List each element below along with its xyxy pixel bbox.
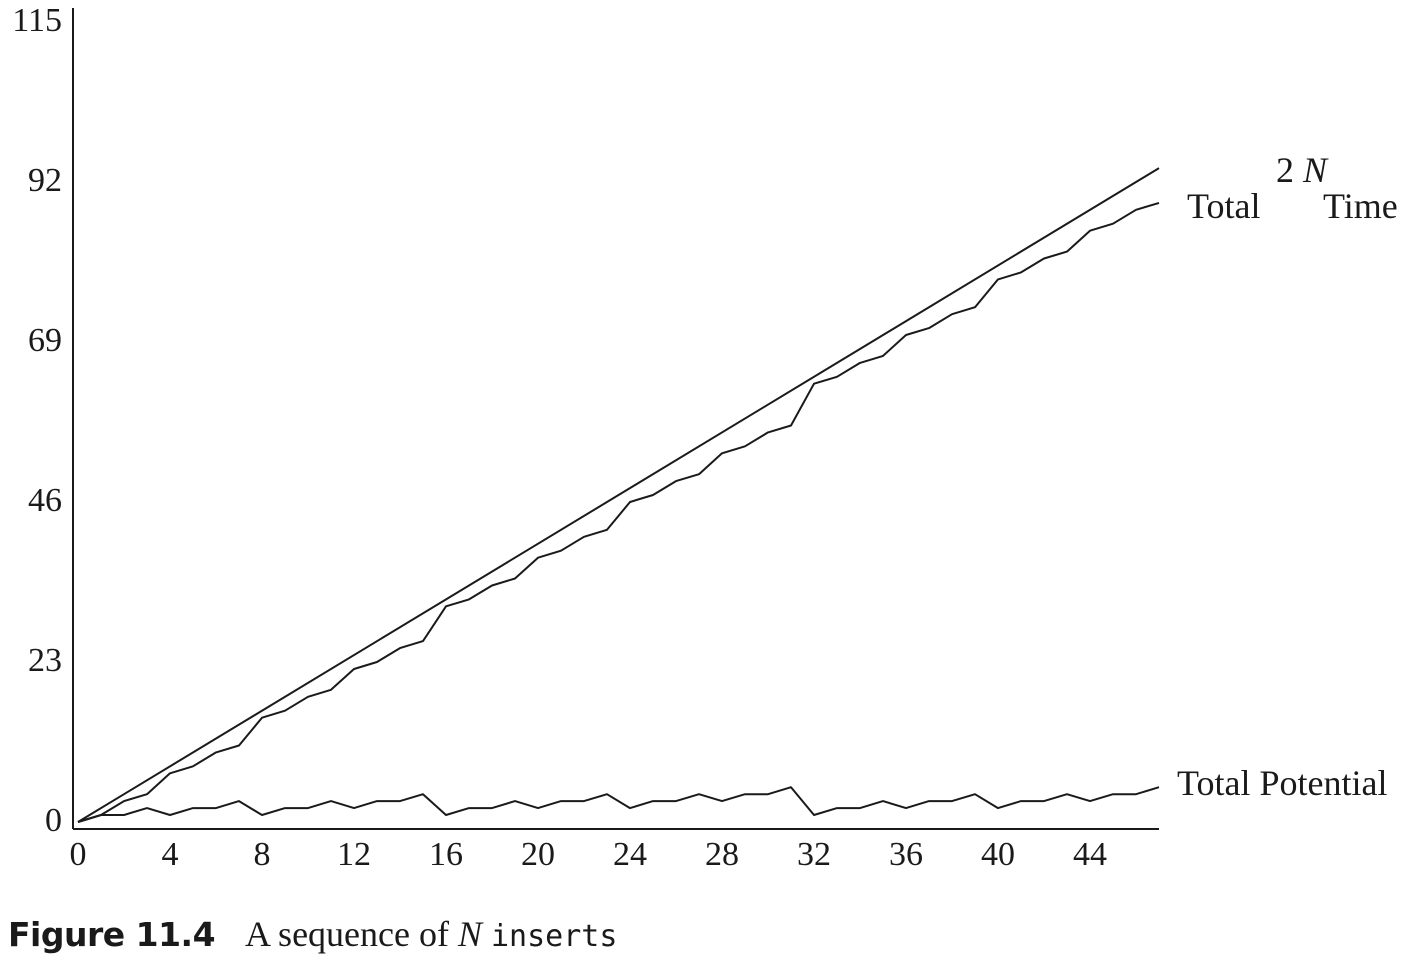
- series-label-total-potential: Total Potential: [1177, 763, 1387, 803]
- y-tick-label: 0: [45, 802, 62, 839]
- y-tick-label: 46: [28, 482, 62, 519]
- x-tick-label: 32: [797, 836, 831, 873]
- x-tick-label: 16: [429, 836, 463, 873]
- series-line-0: [77, 167, 1160, 823]
- series-label-part-total: Total: [1187, 186, 1260, 226]
- x-tick-label: 28: [705, 836, 739, 873]
- caption-code: inserts: [491, 919, 618, 954]
- x-tick-label: 24: [613, 836, 647, 873]
- figure-number: Figure 11.4: [8, 915, 216, 954]
- series-label-total-2n-time: Total 2 N Time: [1187, 150, 1398, 226]
- series-label-part-2n-text: 2: [1276, 150, 1294, 190]
- x-tick-label: 44: [1073, 836, 1107, 873]
- x-tick-label: 36: [889, 836, 923, 873]
- x-tick-labels: 0 4 8 12 16 20 24 28 32 36 40 44: [70, 836, 1108, 873]
- caption-variable: N: [457, 914, 482, 954]
- figure-caption: Figure 11.4 A sequence of N inserts: [8, 910, 617, 958]
- y-tick-labels: 0 23 46 69 92 115: [12, 2, 62, 839]
- x-tick-label: 8: [254, 836, 271, 873]
- series-label-part-time: Time: [1323, 186, 1398, 226]
- x-tick-label: 20: [521, 836, 555, 873]
- y-tick-label: 23: [28, 642, 62, 679]
- x-tick-label: 12: [337, 836, 371, 873]
- line-chart: 0 23 46 69 92 115 0 4 8 12 16 20 24 28 32 36 40 44 Total…: [12, 2, 1398, 873]
- y-tick-label: 92: [28, 162, 62, 199]
- series-line-1: [77, 201, 1160, 823]
- x-tick-label: 40: [981, 836, 1015, 873]
- caption-text: A sequence of: [245, 914, 449, 954]
- x-tick-label: 4: [162, 836, 179, 873]
- series-lines: [77, 167, 1160, 823]
- y-tick-label: 69: [28, 322, 62, 359]
- series-line-2: [77, 786, 1160, 823]
- y-tick-label: 115: [12, 2, 62, 39]
- x-tick-label: 0: [70, 836, 87, 873]
- series-label-part-2n: 2 N: [1276, 150, 1329, 190]
- series-label-variable-n: N: [1302, 150, 1329, 190]
